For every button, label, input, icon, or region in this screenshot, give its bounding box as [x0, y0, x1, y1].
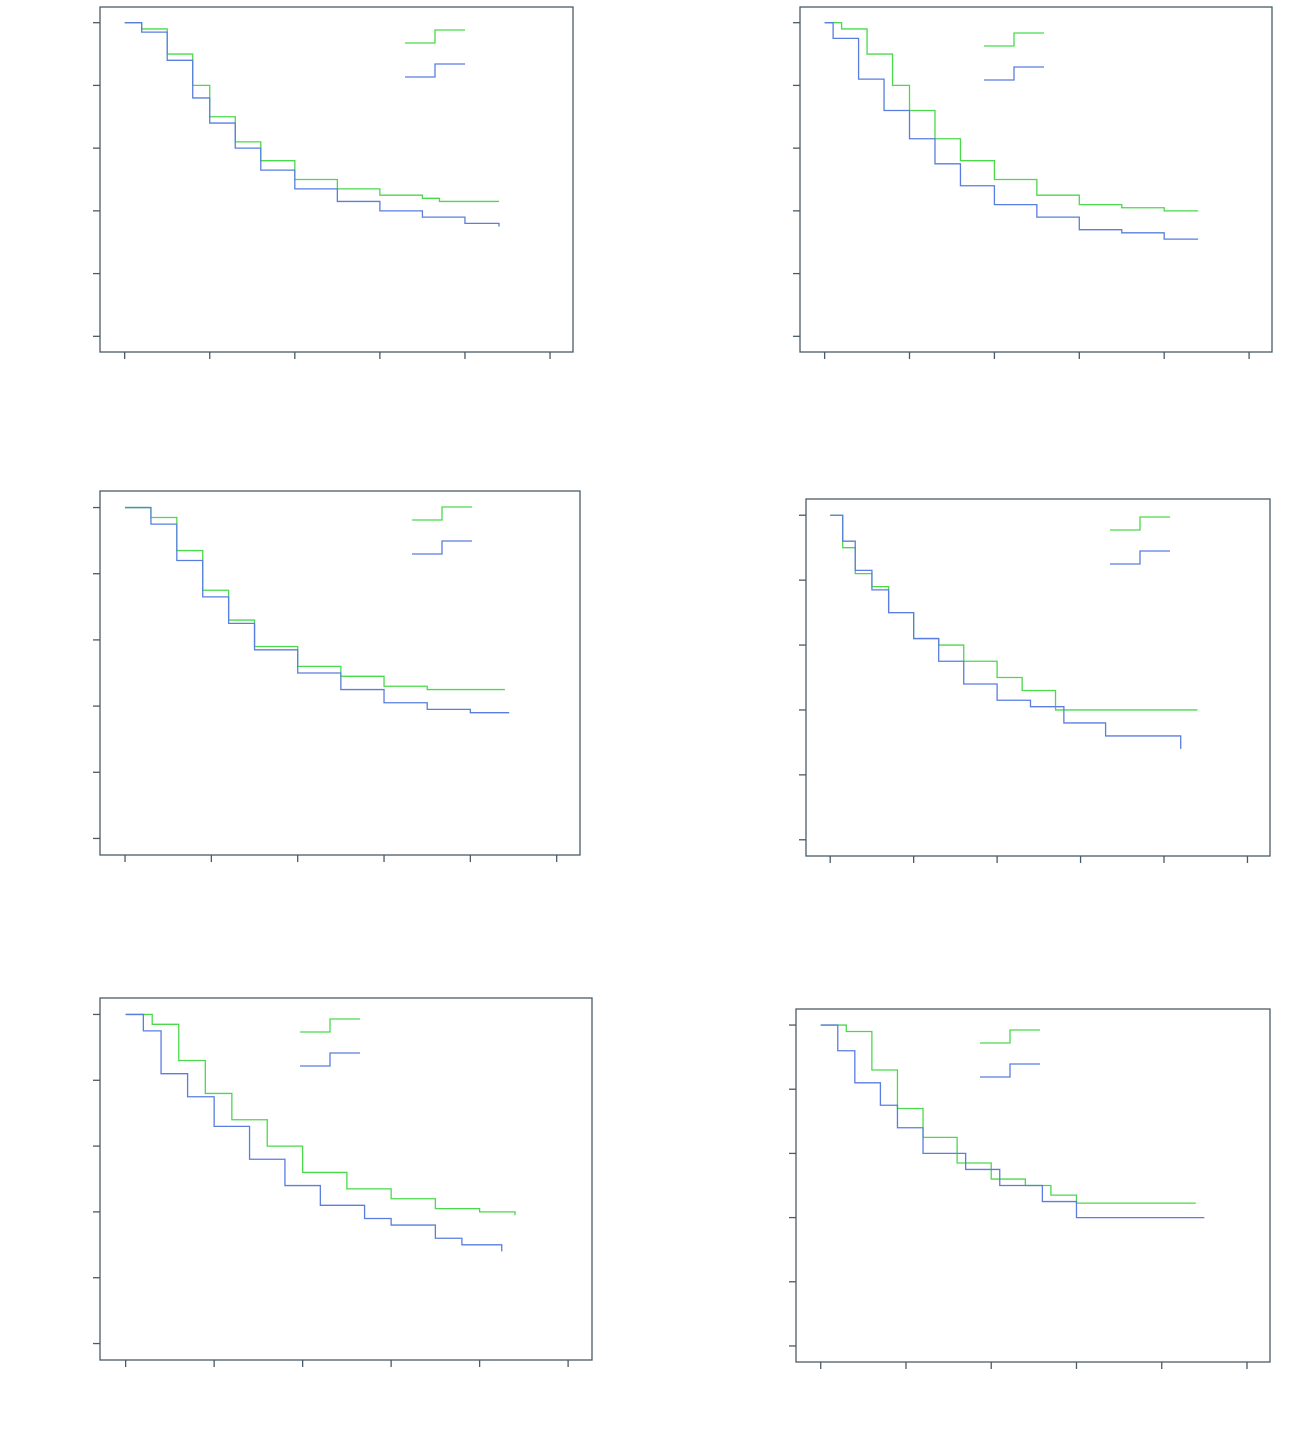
plot-frame — [99, 490, 581, 856]
legend-swatch — [300, 1052, 360, 1067]
survival-curve — [820, 1024, 1196, 1204]
survival-curve — [124, 22, 499, 203]
survival-curve — [125, 506, 505, 691]
survival-curve — [124, 22, 500, 227]
legend-swatch — [980, 1063, 1040, 1078]
legend-swatch — [300, 1018, 360, 1033]
survival-curve — [820, 1024, 1205, 1219]
survival-curve — [125, 1013, 503, 1252]
survival-curve — [830, 514, 1198, 711]
legend-swatch — [984, 32, 1044, 47]
legend-swatch — [984, 66, 1044, 81]
plot-frame — [795, 1008, 1271, 1363]
plot-frame — [99, 997, 593, 1361]
survival-curve — [125, 1013, 516, 1216]
survival-curve — [125, 506, 510, 714]
legend-swatch — [1110, 516, 1170, 531]
plot-frame — [799, 6, 1273, 353]
survival-curve — [824, 22, 1199, 240]
plot-frame — [805, 498, 1271, 857]
plot-frame — [99, 6, 574, 353]
legend-swatch — [1110, 550, 1170, 565]
legend-swatch — [405, 63, 465, 78]
legend-swatch — [405, 29, 465, 44]
legend-swatch — [412, 506, 472, 521]
legend-swatch — [980, 1029, 1040, 1044]
survival-curve — [824, 22, 1199, 212]
survival-curve — [830, 514, 1182, 749]
legend-swatch — [412, 540, 472, 555]
